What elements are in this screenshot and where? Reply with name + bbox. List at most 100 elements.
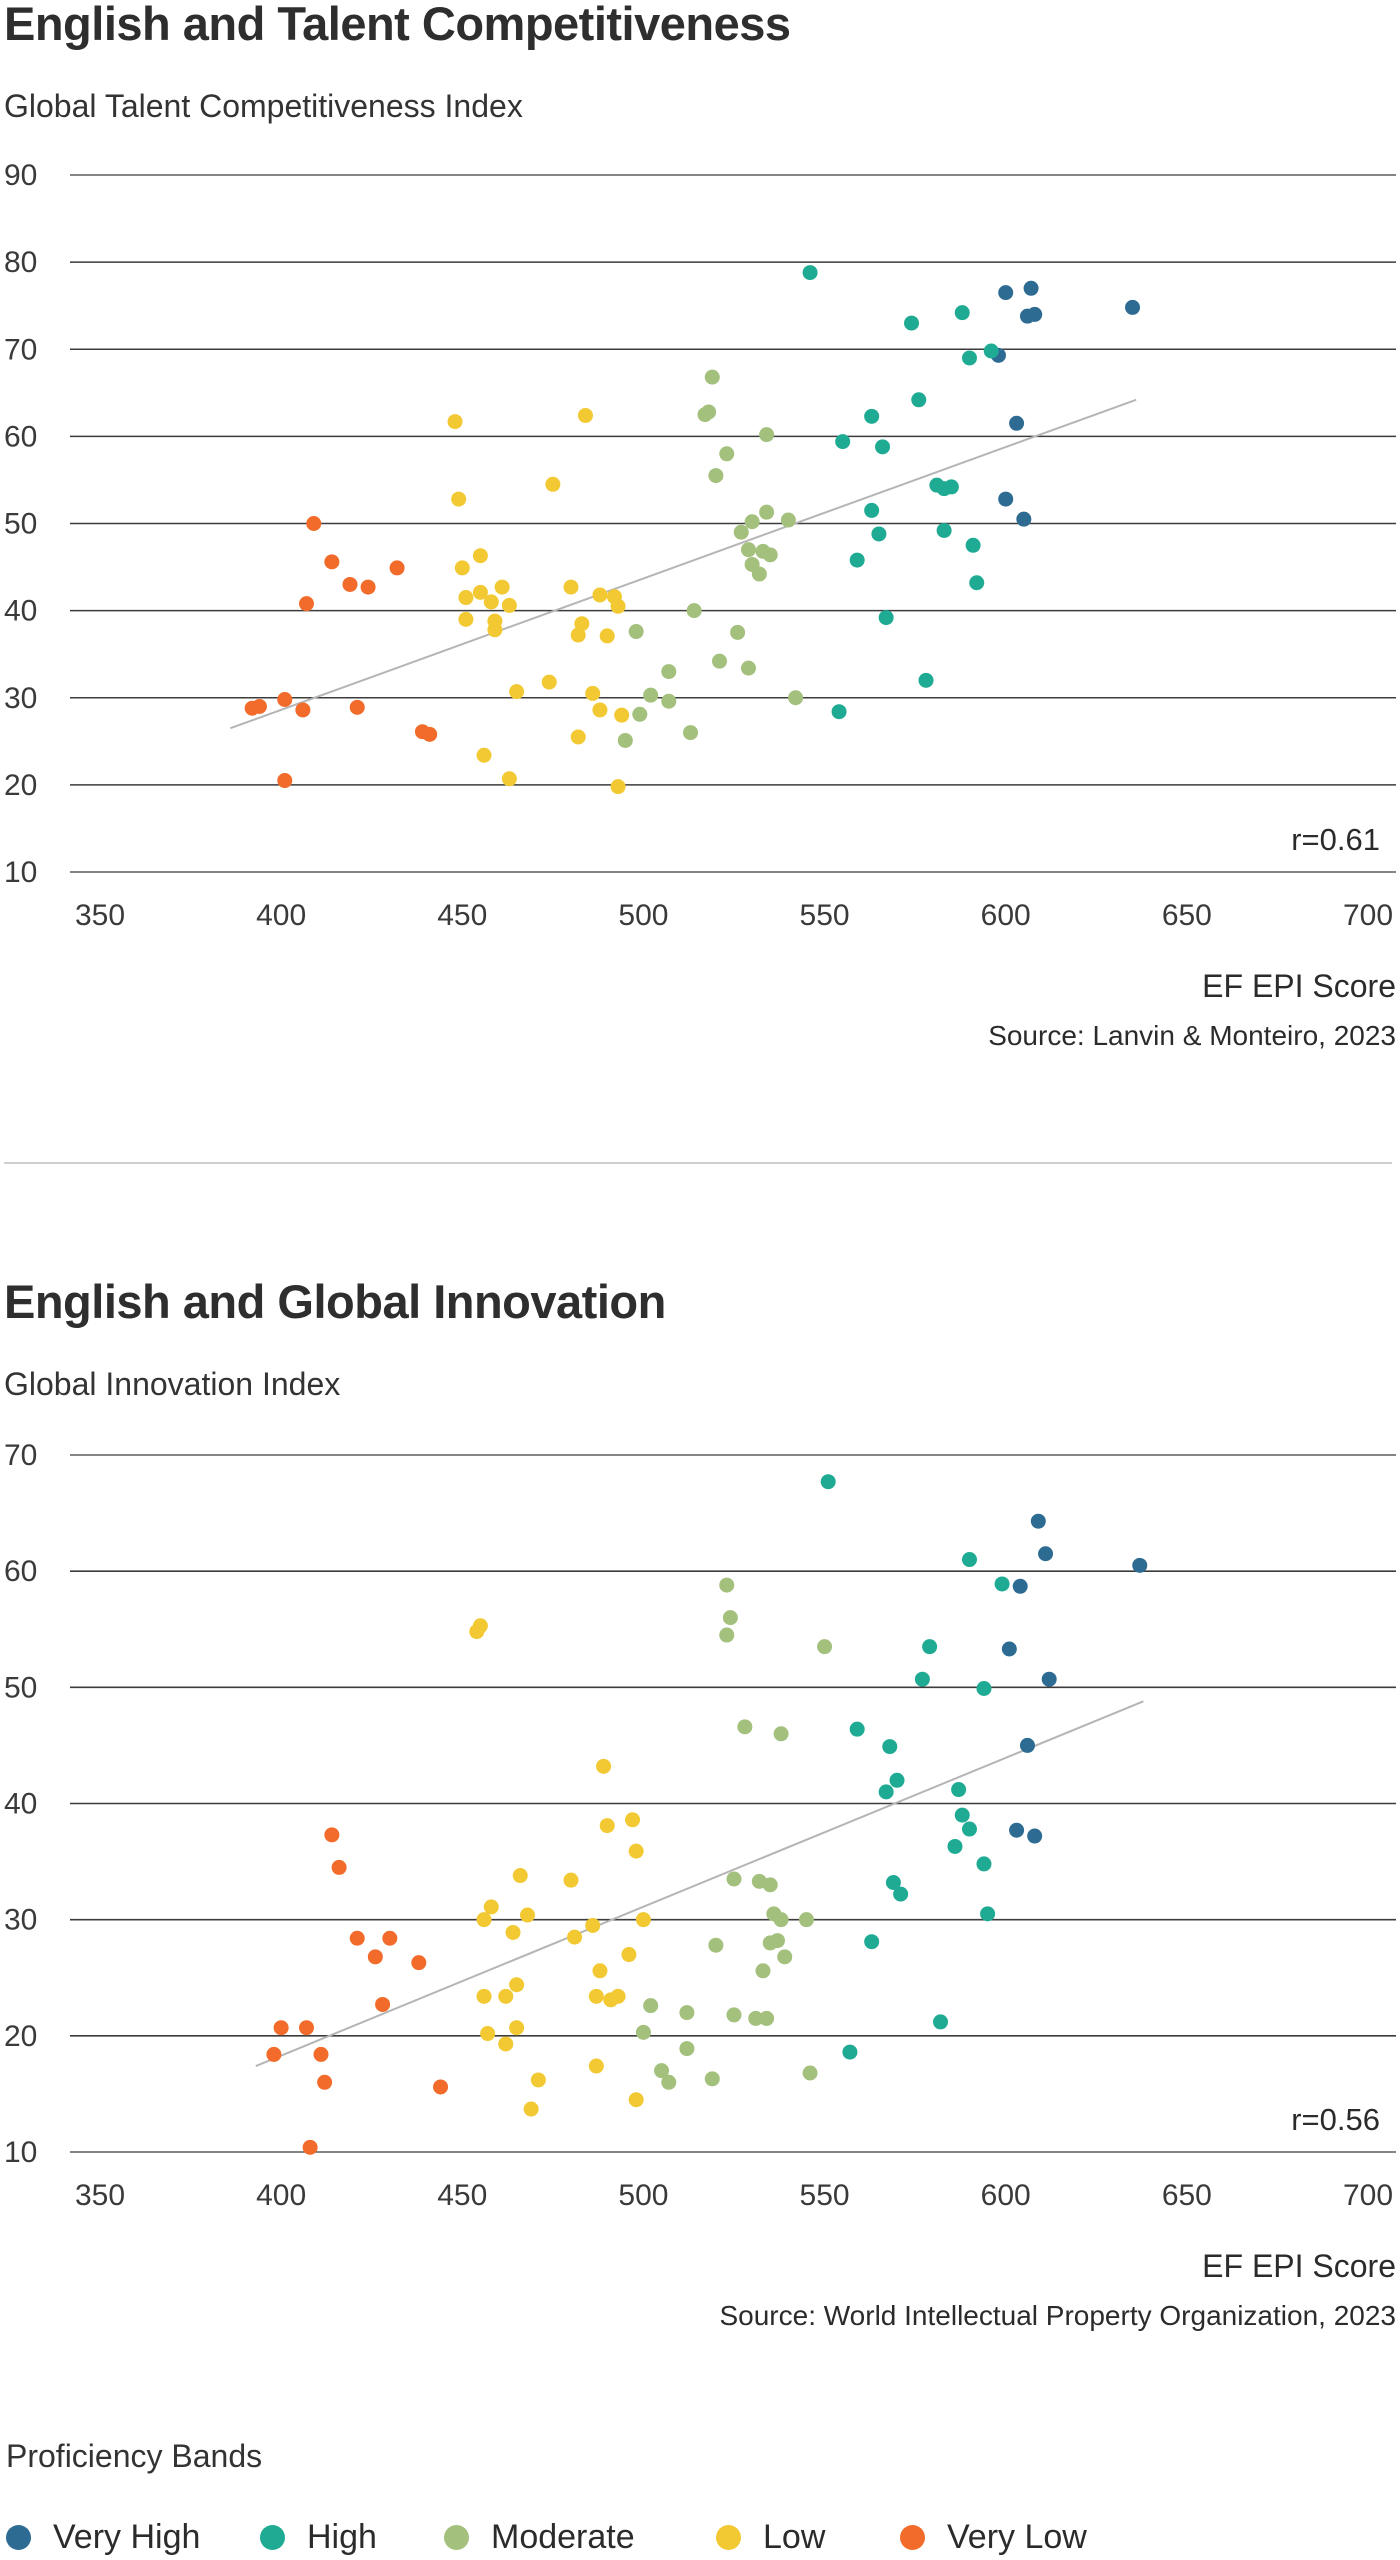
point-moderate [697, 407, 713, 423]
point-moderate [744, 514, 760, 530]
point-very-high [1016, 511, 1032, 527]
point-moderate [661, 664, 677, 680]
point-low [458, 611, 474, 627]
point-moderate [755, 1963, 771, 1979]
point-very-low [277, 691, 293, 707]
point-very-low [367, 1949, 383, 1965]
point-low [501, 597, 517, 613]
legend-item-high: High [260, 2518, 377, 2557]
legend-dot-very-low [900, 2525, 925, 2550]
point-very-high [1132, 1557, 1148, 1573]
point-very-low [317, 2074, 333, 2090]
chart-2-title: English and Global Innovation [4, 1275, 666, 1328]
point-moderate [762, 1877, 778, 1893]
point-low [541, 674, 557, 690]
point-moderate [733, 524, 749, 540]
point-high [965, 537, 981, 553]
point-very-low [422, 726, 438, 742]
point-low [498, 1988, 514, 2004]
point-low [545, 476, 561, 492]
point-moderate [777, 1949, 793, 1965]
point-high [947, 1838, 963, 1854]
legend: Very High High Moderate Low Very Low [0, 2518, 1400, 2558]
chart-1-title: English and Talent Competitiveness [4, 0, 791, 50]
point-moderate [759, 504, 775, 520]
y-tick-label: 40 [4, 595, 37, 628]
point-moderate [708, 468, 724, 484]
chart-1-xlabel: EF EPI Score [1202, 968, 1396, 1004]
point-low [577, 407, 593, 423]
x-tick-label: 400 [256, 2179, 306, 2212]
chart-2-source: Source: World Intellectual Property Orga… [719, 2300, 1396, 2331]
point-very-low [306, 516, 322, 531]
point-low [592, 702, 608, 718]
point-low [563, 1872, 579, 1888]
y-tick-label: 60 [4, 1555, 37, 1588]
chart-1-svg: 10 20 30 40 50 60 70 80 90 350 400 450 500 550 600 650 7… [4, 159, 1396, 932]
point-moderate [751, 566, 767, 582]
point-low [599, 628, 615, 644]
point-moderate [635, 2024, 651, 2040]
point-very-high [1041, 1671, 1057, 1687]
point-moderate [730, 624, 746, 640]
point-very-low [360, 579, 376, 595]
y-tick-label: 50 [4, 508, 37, 541]
point-high [864, 502, 880, 518]
x-tick-label: 450 [437, 2179, 487, 2212]
point-low [628, 2092, 644, 2108]
chart-2-ylabel: Global Innovation Index [4, 1366, 341, 1402]
point-low [610, 779, 626, 795]
point-very-low [411, 1955, 427, 1971]
point-very-high [1009, 415, 1025, 431]
point-high [849, 552, 865, 568]
x-tick-label: 350 [75, 899, 125, 932]
point-very-low [295, 702, 311, 718]
point-low [472, 1618, 488, 1634]
correlation-label: r=0.56 [1291, 2102, 1380, 2137]
point-very-low [331, 1859, 347, 1875]
point-very-low [375, 1996, 391, 2012]
point-low [530, 2072, 546, 2088]
point-very-low [324, 1827, 340, 1843]
point-very-high [1027, 306, 1043, 322]
point-high [969, 575, 985, 591]
point-high [911, 392, 927, 408]
y-tick-label: 40 [4, 1788, 37, 1821]
point-very-low [299, 596, 315, 612]
point-high [864, 1934, 880, 1950]
point-moderate [740, 542, 756, 558]
chart-1-ylabel: Global Talent Competitiveness Index [4, 88, 523, 124]
point-low [483, 1899, 499, 1915]
point-moderate [712, 653, 728, 669]
point-moderate [759, 2010, 775, 2026]
point-high [943, 479, 959, 495]
point-high [904, 315, 920, 331]
point-moderate [802, 2065, 818, 2081]
y-tick-label: 30 [4, 682, 37, 715]
point-very-high [998, 491, 1014, 507]
trend-line [255, 1700, 1144, 2067]
point-moderate [661, 2074, 677, 2090]
point-high [961, 1821, 977, 1837]
point-high [878, 610, 894, 626]
point-high [980, 1906, 996, 1922]
point-low [458, 590, 474, 606]
point-very-high [1038, 1546, 1054, 1562]
point-very-low [299, 2020, 315, 2036]
chart-1-plot: 10 20 30 40 50 60 70 80 90 350 400 450 500 550 600 650 7… [0, 150, 1400, 970]
point-low [480, 2026, 496, 2042]
point-moderate [788, 690, 804, 706]
point-high [820, 1474, 836, 1490]
point-moderate [762, 547, 778, 563]
legend-dot-moderate [444, 2525, 469, 2550]
point-very-high [1009, 1822, 1025, 1838]
point-low [596, 1758, 612, 1774]
point-low [472, 584, 488, 600]
point-moderate [726, 2007, 742, 2023]
point-low [592, 587, 608, 603]
point-moderate [617, 732, 633, 748]
point-very-low [382, 1930, 398, 1946]
y-tick-label: 10 [4, 2136, 37, 2169]
point-very-high [1019, 1737, 1035, 1753]
y-tick-label: 80 [4, 246, 37, 279]
